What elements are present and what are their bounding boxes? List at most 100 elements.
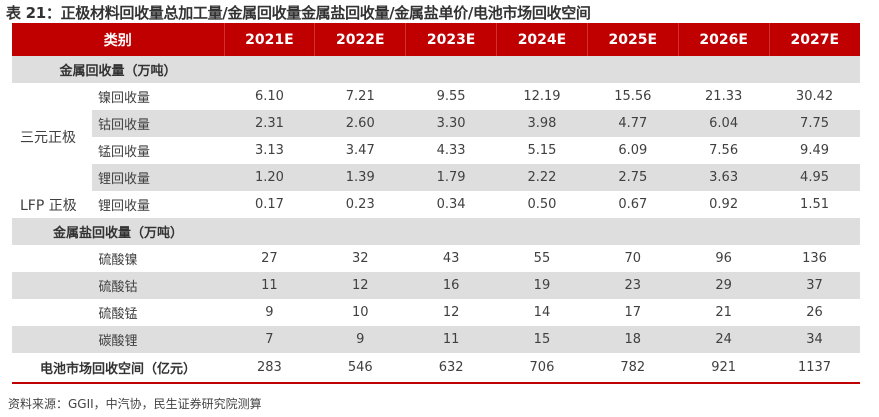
- value-cell: 3.47: [345, 143, 375, 158]
- total-row: 电池市场回收空间（亿元） 283 546 632 706 782 921 1137: [12, 353, 860, 384]
- empty-cell: [314, 218, 406, 245]
- value-cell: 7.75: [769, 110, 860, 137]
- value-cell: 15.56: [614, 89, 652, 104]
- value-cell: 30.42: [795, 89, 834, 104]
- row-label: 硫酸锰: [98, 307, 138, 322]
- value-cell: 7.21: [345, 89, 375, 104]
- value-cell: 19: [496, 272, 588, 299]
- row-label: 硫酸钴: [12, 272, 224, 299]
- value-cell: 1.51: [800, 197, 829, 212]
- value-cell: 21: [715, 305, 732, 320]
- value-cell: 11: [405, 326, 497, 353]
- empty-cell: [405, 56, 497, 83]
- value-cell: 29: [678, 272, 770, 299]
- table-title: 表 21：正极材料回收量总加工量/金属回收量金属盐回收量/金属盐单价/电池市场回…: [6, 4, 591, 22]
- value-cell: 12: [442, 305, 460, 320]
- table-row: 锂回收量 1.20 1.39 1.79 2.22 2.75 3.63 4.95: [12, 164, 860, 191]
- value-cell: 1.39: [314, 164, 406, 191]
- empty-cell: [224, 218, 315, 245]
- table-row: 碳酸锂 7 9 11 15 18 24 34: [12, 326, 860, 353]
- value-cell: 283: [224, 353, 315, 384]
- table-row: 钴回收量 2.31 2.60 3.30 3.98 4.77 6.04 7.75: [12, 110, 860, 137]
- value-cell: 7.56: [709, 143, 739, 158]
- value-cell: 4.33: [436, 143, 466, 158]
- header-category: 类别: [12, 23, 224, 56]
- value-cell: 0.50: [527, 197, 557, 212]
- section-label: 金属回收量（万吨）: [12, 56, 224, 83]
- value-cell: 3.30: [405, 110, 497, 137]
- header-year: 2026E: [677, 23, 770, 56]
- empty-cell: [405, 218, 497, 245]
- group-label: 三元正极: [12, 83, 92, 191]
- header-year: 2027E: [768, 23, 860, 56]
- value-cell: 0.17: [254, 197, 284, 212]
- value-cell: 921: [678, 353, 770, 384]
- value-cell: 16: [405, 272, 497, 299]
- value-cell: 546: [314, 353, 406, 384]
- value-cell: 14: [533, 305, 551, 320]
- table-row: 硫酸钴 11 12 16 19 23 29 37: [12, 272, 860, 299]
- value-cell: 9: [314, 326, 406, 353]
- empty-cell: [496, 218, 588, 245]
- header-year: 2023E: [405, 23, 497, 56]
- row-label: 碳酸锂: [12, 326, 224, 353]
- value-cell: 4.77: [587, 110, 679, 137]
- value-cell: 1.79: [405, 164, 497, 191]
- section-row: 金属回收量（万吨）: [12, 56, 860, 83]
- value-cell: 7: [224, 326, 315, 353]
- value-cell: 32: [351, 251, 369, 266]
- value-cell: 782: [587, 353, 679, 384]
- value-cell: 6.04: [678, 110, 770, 137]
- group-label: LFP 正极: [12, 191, 92, 218]
- value-cell: 136: [802, 251, 827, 266]
- empty-cell: [678, 56, 770, 83]
- value-cell: 632: [405, 353, 497, 384]
- value-cell: 1.20: [224, 164, 315, 191]
- row-label: 锂回收量: [92, 164, 224, 191]
- value-cell: 1137: [769, 353, 860, 384]
- header-row: 类别 2021E 2022E 2023E 2024E 2025E 2026E 2027E: [12, 23, 860, 56]
- value-cell: 10: [351, 305, 369, 320]
- value-cell: 12: [314, 272, 406, 299]
- section-row: 金属盐回收量（万吨）: [12, 218, 860, 245]
- table-row: 锰回收量 3.13 3.47 4.33 5.15 6.09 7.56 9.49: [12, 137, 860, 164]
- value-cell: 70: [624, 251, 642, 266]
- value-cell: 3.63: [678, 164, 770, 191]
- row-label: 钴回收量: [92, 110, 224, 137]
- value-cell: 2.31: [224, 110, 315, 137]
- value-cell: 3.13: [254, 143, 284, 158]
- empty-cell: [678, 218, 770, 245]
- empty-cell: [314, 56, 406, 83]
- section-label: 金属盐回收量（万吨）: [12, 218, 224, 245]
- empty-cell: [769, 56, 860, 83]
- value-cell: 0.67: [618, 197, 648, 212]
- value-cell: 2.75: [587, 164, 679, 191]
- value-cell: 0.23: [345, 197, 375, 212]
- value-cell: 3.98: [496, 110, 588, 137]
- value-cell: 4.95: [769, 164, 860, 191]
- source-note: 资料来源：GGII，中汽协，民生证券研究院测算: [8, 397, 262, 411]
- header-year: 2022E: [314, 23, 406, 56]
- recycling-table: 类别 2021E 2022E 2023E 2024E 2025E 2026E 2027E 金…: [12, 23, 860, 384]
- table-row: LFP 正极 锂回收量 0.17 0.23 0.34 0.50 0.67 0.92 1.51: [12, 191, 860, 218]
- value-cell: 34: [769, 326, 860, 353]
- value-cell: 6.10: [254, 89, 284, 104]
- value-cell: 27: [261, 251, 278, 266]
- value-cell: 23: [587, 272, 679, 299]
- value-cell: 55: [533, 251, 551, 266]
- value-cell: 12.19: [523, 89, 561, 104]
- value-cell: 706: [496, 353, 588, 384]
- value-cell: 11: [224, 272, 315, 299]
- value-cell: 15: [496, 326, 588, 353]
- value-cell: 9.49: [800, 143, 829, 158]
- value-cell: 6.09: [618, 143, 648, 158]
- value-cell: 43: [442, 251, 460, 266]
- value-cell: 2.22: [496, 164, 588, 191]
- table-row: 硫酸镍 27 32 43 55 70 96 136: [12, 245, 860, 272]
- value-cell: 5.15: [527, 143, 557, 158]
- row-label: 锰回收量: [98, 145, 151, 160]
- value-cell: 24: [678, 326, 770, 353]
- row-label: 锂回收量: [98, 199, 151, 214]
- value-cell: 96: [715, 251, 732, 266]
- empty-cell: [496, 56, 588, 83]
